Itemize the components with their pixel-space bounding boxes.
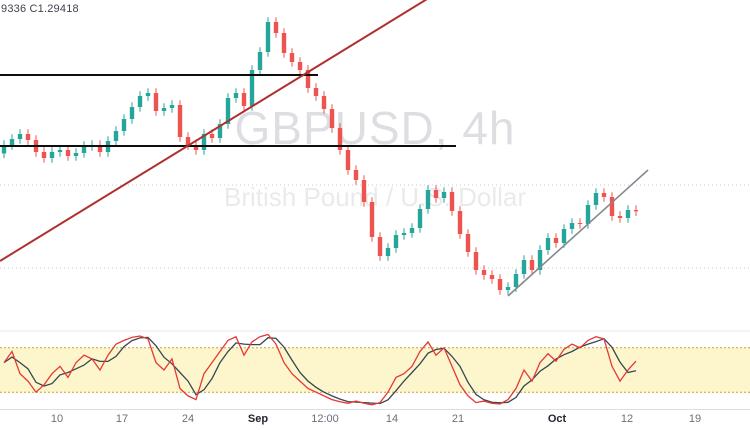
ohlc-legend: 9336 C1.29418 [1,3,79,15]
price-chart-canvas[interactable] [0,0,750,410]
candlestick-series [1,17,639,295]
time-axis-label: 19 [688,413,702,425]
minor-uptrend-line[interactable] [507,169,649,297]
time-axis-label: Sep [247,413,269,425]
time-axis-label: 17 [115,413,129,425]
stoch-band-fill [0,347,750,393]
time-axis-label: 14 [385,413,399,425]
time-axis-label: 10 [50,413,64,425]
time-axis-label: 24 [181,413,195,425]
time-axis-label: 12 [620,413,634,425]
major-uptrend-line[interactable] [0,0,432,262]
time-axis-label: 12:00 [311,413,339,425]
stoch-k-line [3,333,637,406]
time-axis-label: Oct [547,413,567,425]
time-axis-label: 21 [451,413,465,425]
price-gridlines [0,184,750,269]
stoch-d-line [3,336,637,405]
stochastic-pane [0,333,750,406]
time-axis[interactable]: 10 17 24 Sep 12:00 14 21 Oct 12 19 [0,410,750,430]
